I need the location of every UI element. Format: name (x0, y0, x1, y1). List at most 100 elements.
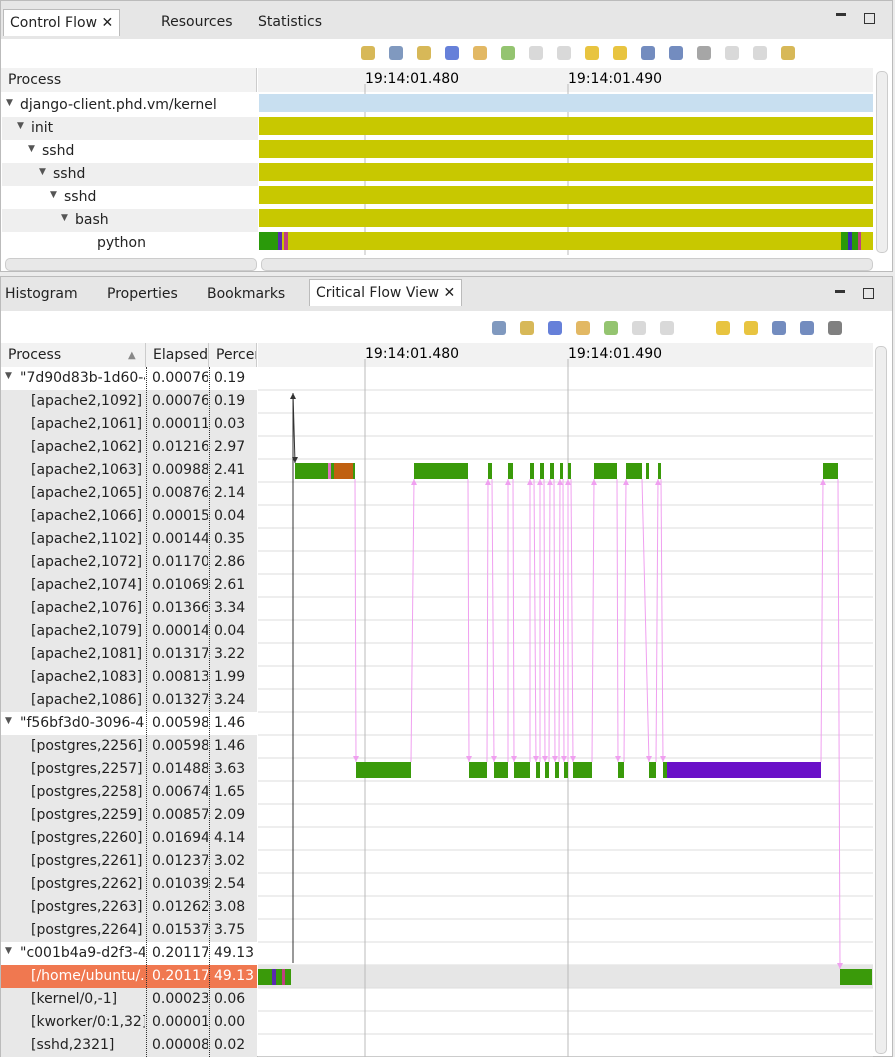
critical-segment (545, 762, 549, 778)
tree-row (2, 117, 258, 140)
elapsed: 0.20117 (152, 945, 208, 961)
arrow-head (552, 756, 558, 762)
arrow-head (411, 479, 417, 485)
table-row (1, 781, 257, 804)
elapsed: 0.01069 (152, 577, 208, 593)
table-row (1, 413, 257, 436)
elapsed: 0.01237 (152, 853, 208, 869)
arrow-head (565, 479, 571, 485)
toolbar-button[interactable] (548, 321, 562, 335)
toolbar-button[interactable] (445, 46, 459, 60)
toolbar-button[interactable] (800, 321, 814, 335)
arrow-head (837, 963, 843, 969)
minimize-button[interactable] (835, 290, 845, 293)
column-header[interactable]: Process (1, 343, 146, 367)
elapsed: 0.01488 (152, 761, 208, 777)
maximize-button[interactable] (864, 13, 875, 24)
toolbar-button[interactable] (632, 321, 646, 335)
flow-arrow (655, 478, 659, 763)
toolbar-button[interactable] (641, 46, 655, 60)
table-row (1, 689, 257, 712)
process-name: bash (75, 212, 109, 228)
expand-arrow: ▼ (5, 946, 12, 956)
elapsed: 0.00014 (152, 623, 208, 639)
toolbar-button[interactable] (669, 46, 683, 60)
toolbar-button[interactable] (613, 46, 627, 60)
tab[interactable]: Resources (161, 14, 233, 30)
toolbar-button[interactable] (529, 46, 543, 60)
tab[interactable]: Statistics (258, 14, 322, 30)
column-header[interactable]: Process (1, 68, 257, 92)
toolbar-button[interactable] (557, 46, 571, 60)
toolbar-button[interactable] (361, 46, 375, 60)
arrow-head (561, 756, 567, 762)
percent: 0.06 (214, 991, 246, 1007)
toolbar-button[interactable] (585, 46, 599, 60)
arrow-head (511, 756, 517, 762)
minimize-button[interactable] (836, 13, 846, 16)
flow-arrow (292, 392, 296, 464)
flow-arrow (616, 478, 619, 763)
process-name: [apache2,1061] (31, 416, 143, 432)
elapsed: 0.00076 (152, 370, 208, 386)
elapsed: 0.00076 (152, 393, 208, 409)
critical-segment (646, 463, 649, 479)
toolbar-button[interactable] (781, 46, 795, 60)
flow-arrow (486, 478, 489, 763)
toolbar-button[interactable] (753, 46, 767, 60)
tab[interactable]: Properties (107, 286, 178, 302)
tab[interactable]: Bookmarks (207, 286, 286, 302)
critical-segment (550, 463, 554, 479)
tab[interactable]: Critical Flow View ✕ (309, 279, 463, 306)
toolbar-button[interactable] (492, 321, 506, 335)
toolbar-button[interactable] (744, 321, 758, 335)
state-bar (259, 232, 873, 250)
toolbar-button[interactable] (501, 46, 515, 60)
tree-row (2, 140, 258, 163)
toolbar-button[interactable] (828, 321, 842, 335)
toolbar-button[interactable] (697, 46, 711, 60)
column-header[interactable]: Percent (209, 343, 257, 367)
toolbar-button[interactable] (660, 321, 674, 335)
toolbar-button[interactable] (716, 321, 730, 335)
critical-segment (508, 463, 513, 479)
critical-segment (649, 762, 656, 778)
tree-row (2, 186, 258, 209)
toolbar-button[interactable] (725, 46, 739, 60)
percent: 0.04 (214, 623, 246, 639)
percent: 49.13 (214, 968, 255, 984)
elapsed: 0.00813 (152, 669, 208, 685)
process-name: [sshd,2321] (31, 1037, 115, 1053)
state-segment (259, 232, 279, 250)
table-row (1, 735, 257, 758)
elapsed: 0.00857 (152, 807, 208, 823)
toolbar-button[interactable] (688, 321, 702, 335)
table-row (1, 528, 257, 551)
toolbar-button[interactable] (576, 321, 590, 335)
state-segment (858, 232, 861, 250)
toolbar-button[interactable] (604, 321, 618, 335)
toolbar-button[interactable] (417, 46, 431, 60)
percent: 3.34 (214, 600, 246, 616)
tab[interactable]: Histogram (5, 286, 78, 302)
toolbar-button[interactable] (473, 46, 487, 60)
toolbar-button[interactable] (772, 321, 786, 335)
time-label: 19:14:01.480 (365, 346, 459, 362)
toolbar-button[interactable] (520, 321, 534, 335)
column-header[interactable]: Elapsed (146, 343, 209, 367)
scrollbar (875, 346, 887, 1054)
table-row (1, 896, 257, 919)
arrow-head (646, 756, 652, 762)
table-row (1, 850, 257, 873)
percent: 0.19 (214, 393, 246, 409)
percent: 2.09 (214, 807, 246, 823)
percent: 2.54 (214, 876, 246, 892)
tab[interactable]: Control Flow ✕ (3, 9, 121, 36)
elapsed: 0.00144 (152, 531, 208, 547)
expand-arrow: ▼ (61, 213, 68, 223)
maximize-button[interactable] (863, 288, 874, 299)
percent: 0.02 (214, 1037, 246, 1053)
toolbar-button[interactable] (389, 46, 403, 60)
process-name: [apache2,1079] (31, 623, 143, 639)
